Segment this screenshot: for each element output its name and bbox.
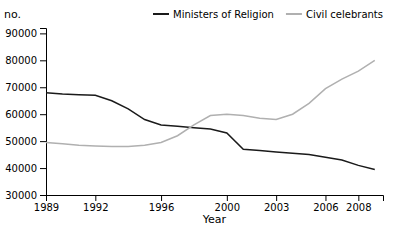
plot: 1989 1992 1996 2000 2003 2006 2008 30000 40000 50… [5, 28, 383, 213]
tick: 2006 [313, 195, 338, 213]
tick-label: 2006 [313, 202, 338, 213]
series-line [46, 93, 375, 170]
lines [46, 60, 375, 169]
legend-label: Civil celebrants [306, 9, 383, 20]
tick-mark [95, 195, 96, 201]
tick-mark [40, 141, 46, 142]
legend-label: Ministers of Religion [173, 9, 274, 20]
legend-swatch [153, 13, 169, 15]
tick-label: 30000 [5, 190, 37, 201]
tick-label: 2008 [346, 202, 371, 213]
tick-label: 70000 [5, 82, 37, 93]
tick-mark [161, 195, 162, 201]
legend-swatch [286, 13, 302, 15]
tick: 1989 [34, 195, 59, 213]
tick-mark [40, 33, 46, 34]
legend: Ministers of Religion Civil celebrants [153, 9, 383, 20]
x-axis-label: Year [202, 213, 227, 226]
tick: 2000 [215, 195, 240, 213]
tick-mark [40, 60, 46, 61]
tick-mark [227, 195, 228, 201]
chart: 1989 1992 1996 2000 2003 2006 2008 30000 40000 50… [0, 0, 397, 227]
tick: 1992 [83, 195, 108, 213]
tick-mark [40, 195, 46, 196]
tick: 90000 [5, 28, 46, 39]
tick-label: 1992 [83, 202, 108, 213]
tick-mark [325, 195, 326, 201]
series-line [46, 60, 375, 146]
tick: 2003 [264, 195, 289, 213]
tick-mark [40, 87, 46, 88]
tick-mark [358, 195, 359, 201]
legend-item: Civil celebrants [286, 9, 383, 20]
tick: 80000 [5, 55, 46, 66]
tick-mark [40, 114, 46, 115]
tick-label: 40000 [5, 163, 37, 174]
tick-mark [276, 195, 277, 201]
tick: 50000 [5, 136, 46, 147]
tick: 60000 [5, 109, 46, 120]
axis-line [40, 29, 47, 196]
y-axis: 30000 40000 50000 60000 70000 80000 90000 [5, 28, 46, 201]
axis-line [47, 196, 384, 202]
tick: 2008 [346, 195, 371, 213]
y-axis-label: no. [4, 8, 21, 21]
tick: 40000 [5, 163, 46, 174]
tick: 70000 [5, 82, 46, 93]
legend-item: Ministers of Religion [153, 9, 274, 20]
tick-label: 1996 [149, 202, 174, 213]
tick-label: 90000 [5, 28, 37, 39]
tick: 1996 [149, 195, 174, 213]
tick-label: 1989 [34, 202, 59, 213]
tick-label: 60000 [5, 109, 37, 120]
tick-label: 50000 [5, 136, 37, 147]
tick-label: 2003 [264, 202, 289, 213]
tick: 30000 [5, 190, 46, 201]
tick-mark [40, 168, 46, 169]
x-axis: 1989 1992 1996 2000 2003 2006 2008 [34, 195, 384, 213]
tick-label: 2000 [215, 202, 240, 213]
tick-label: 80000 [5, 55, 37, 66]
